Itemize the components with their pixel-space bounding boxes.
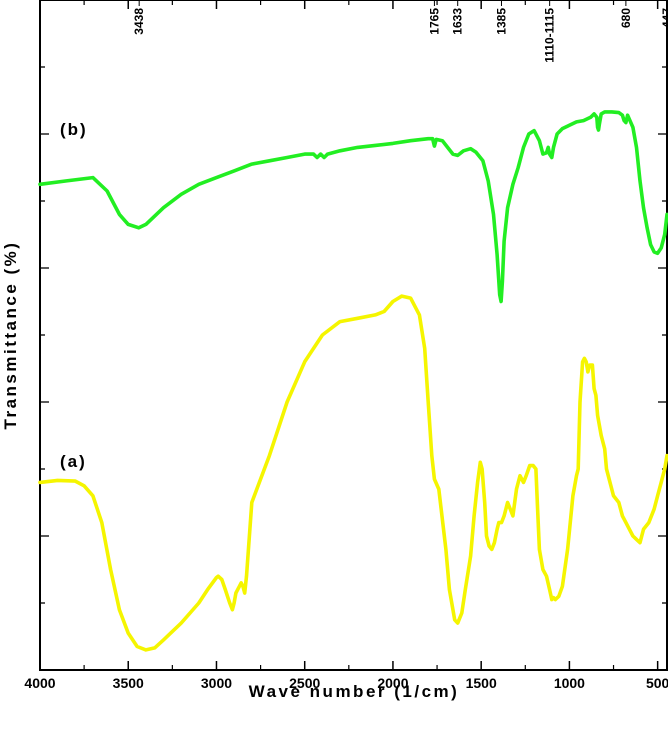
x-tick-label: 4000 [24,675,55,691]
y-axis-title: Transmittance (%) [1,241,20,430]
peak-label: 447 [660,8,668,28]
x-tick-label: 3500 [113,675,144,691]
peak-label: 1633 [451,8,465,35]
x-tick-label: 500 [646,675,668,691]
peak-label: 680 [619,8,633,28]
peak-label: 3438 [132,8,146,35]
x-tick-label: 1500 [466,675,497,691]
series-label-a: (a) [60,452,87,471]
x-tick-label: 3000 [201,675,232,691]
peak-label: 1385 [494,8,508,35]
x-tick-label: 2000 [377,675,408,691]
x-tick-label: 2500 [289,675,320,691]
series-lines [38,110,668,652]
x-axis-tick-labels: 4000 3500 3000 2500 2000 1500 1000 500 [24,675,668,691]
peak-labels: 3438 1765 1633 1385 1110-1115 680 447 [132,8,668,63]
series-line-b [38,110,668,304]
series-label-b: (b) [60,120,88,139]
x-tick-label: 1000 [554,675,585,691]
peak-tick-marks [138,0,668,6]
x-axis-ticks [39,0,659,670]
x-axis-title: Wave number (1/cm) [249,682,460,701]
peak-label: 1110-1115 [543,8,557,63]
series-line-a [38,294,668,652]
plot-frame [39,0,668,671]
peak-label: 1765 [427,8,441,35]
y-axis-ticks [40,66,667,604]
